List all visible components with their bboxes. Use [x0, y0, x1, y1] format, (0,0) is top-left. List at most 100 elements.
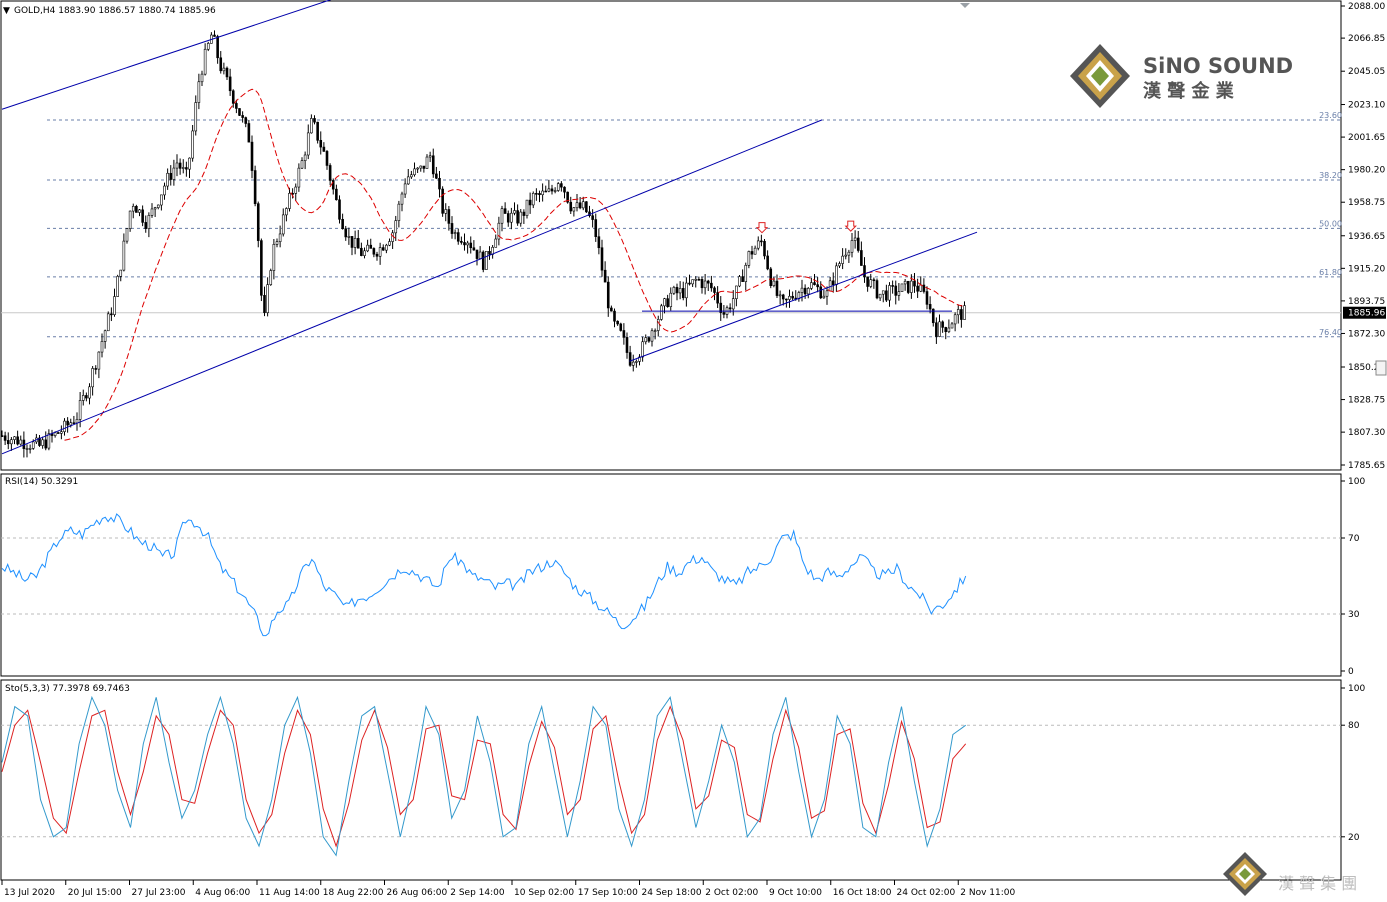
candle-body [310, 118, 313, 134]
time-axis: 13 Jul 2020 20 Jul 15:00 27 Jul 23:00 4 Aug… [1, 880, 1015, 898]
candle-body [694, 278, 698, 281]
candle-body [422, 165, 426, 169]
candle-body [6, 440, 10, 445]
candle-body [810, 282, 813, 289]
candle-body [166, 172, 169, 187]
candle-body [922, 284, 926, 292]
candle-body [685, 282, 688, 299]
current-price-label: 1885.96 [1343, 306, 1386, 319]
candle-body [691, 279, 694, 285]
stochastic-levels [1, 724, 1341, 838]
candle-body [772, 280, 776, 286]
candle-body [503, 208, 507, 214]
footer-diamond-icon [1223, 852, 1267, 896]
candle-body [866, 276, 869, 287]
candle-body [403, 183, 407, 195]
fib-level-label: 38.20 [1319, 171, 1342, 180]
candle-body [894, 285, 898, 296]
candle-body [850, 240, 854, 253]
candle-body [656, 319, 660, 331]
candle-body [275, 241, 279, 245]
candle-body [563, 186, 566, 193]
time-tick-label: 17 Sep 10:00 [578, 888, 638, 898]
rsi-pane[interactable]: RSI(14) 50.3291 [0, 473, 1342, 677]
fib-level-label: 61.80 [1319, 268, 1342, 277]
candle-body [638, 356, 641, 362]
stochastic-pane[interactable]: Sto(5,3,3) 77.3978 69.7463 [0, 679, 1342, 881]
time-tick-label: 4 Aug 06:00 [195, 888, 250, 898]
candle-body [125, 228, 129, 242]
rsi-tick-label: 100 [1348, 477, 1365, 487]
axis-scale-handle-icon[interactable] [1375, 360, 1387, 376]
candle-body [25, 448, 29, 450]
price-tick-label: 2066.85 [1348, 34, 1385, 44]
candle-body [950, 323, 954, 329]
candle-body [835, 265, 838, 286]
chart-shift-marker-icon[interactable] [960, 3, 970, 8]
time-tick-label: 2 Nov 11:00 [960, 888, 1015, 898]
candle-body [47, 433, 51, 449]
candle-body [44, 439, 48, 449]
candle-body [331, 180, 335, 190]
fibonacci-levels: 23.60 38.20 50.00 61.80 76.40 [47, 111, 1342, 338]
candle-body [94, 368, 98, 370]
candle-body [416, 167, 419, 170]
candle-body [16, 436, 19, 445]
candle-body [466, 242, 469, 246]
candle-body [741, 276, 744, 282]
price-pane[interactable]: ▼ GOLD,H4 1883.90 1886.57 1880.74 1885.9… [0, 0, 1342, 471]
candle-body [903, 280, 907, 285]
candle-body [238, 108, 241, 116]
candle-body [138, 209, 141, 213]
candle-body [63, 420, 66, 432]
candle-body [635, 361, 638, 363]
candle-body [581, 201, 585, 209]
candle-body [200, 73, 204, 83]
candle-body [872, 279, 876, 282]
candle-body [844, 254, 848, 257]
candle-body [813, 282, 816, 285]
rsi-tick-label: 30 [1348, 610, 1360, 620]
candle-body [128, 210, 132, 229]
candle-body [760, 240, 763, 243]
price-tick-label: 1828.75 [1348, 396, 1385, 406]
candle-body [516, 210, 519, 224]
candle-body [606, 281, 610, 309]
candle-body [194, 102, 198, 132]
channel-upper-trendline [1, 0, 332, 110]
candle-body [647, 337, 651, 342]
price-tick-label: 1893.75 [1348, 297, 1385, 307]
candle-body [522, 211, 526, 216]
time-tick-label: 27 Jul 23:00 [132, 888, 186, 898]
candle-body [150, 208, 154, 216]
candle-body [878, 293, 882, 299]
candle-body [706, 280, 710, 284]
candle-body [628, 352, 632, 366]
candle-body [472, 247, 476, 251]
candle-body [569, 201, 573, 212]
candle-body [72, 422, 76, 425]
candle-body [610, 307, 613, 312]
candle-body [88, 386, 91, 399]
candle-body [328, 165, 332, 181]
trendlines[interactable] [1, 0, 978, 455]
candle-body [56, 432, 60, 434]
price-tick-label: 2088.00 [1348, 2, 1385, 12]
candle-body [506, 213, 510, 223]
candle-body [297, 167, 301, 188]
candle-body [510, 212, 513, 223]
candle-body [910, 280, 913, 293]
candle-body [963, 305, 966, 320]
candle-body [272, 244, 276, 271]
candle-body [241, 115, 244, 118]
candle-body [960, 309, 963, 320]
candle-body [153, 207, 157, 210]
candle-body [428, 155, 432, 158]
candle-body [300, 160, 304, 169]
candle-body [256, 203, 260, 241]
candle-body [135, 206, 138, 213]
candle-body [0, 435, 4, 437]
candle-body [13, 436, 16, 440]
candle-body [644, 337, 648, 343]
candle-body [385, 244, 388, 251]
